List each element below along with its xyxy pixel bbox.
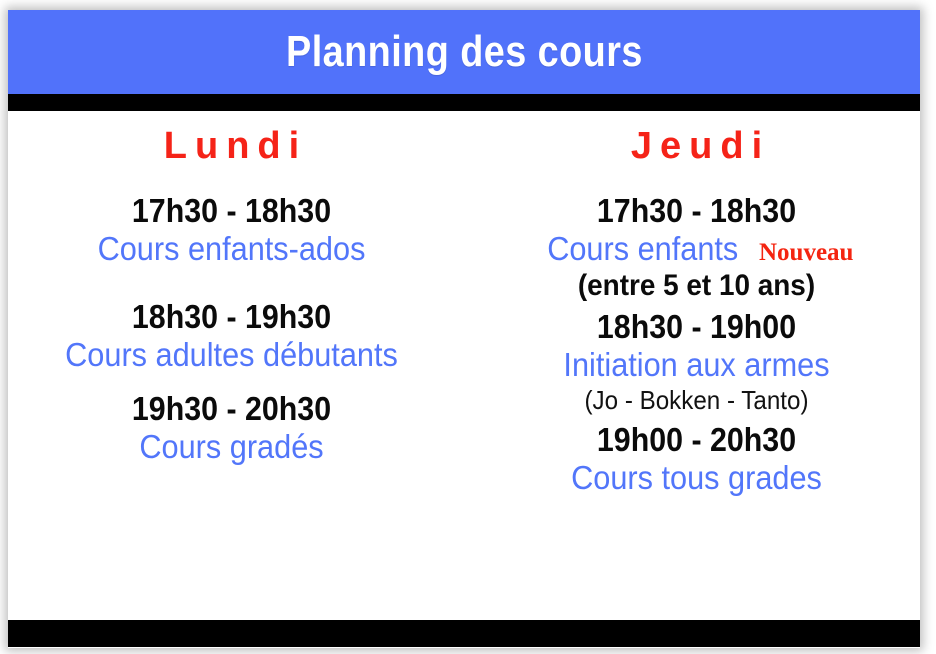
- class-slot: 18h30 - 19h30 Cours adultes débutants: [8, 297, 455, 375]
- class-slot: 19h30 - 20h30 Cours gradés: [8, 389, 455, 467]
- class-slot: 18h30 - 19h00 Initiation aux armes (Jo -…: [473, 308, 920, 416]
- slot-time: 19h30 - 20h30: [131, 389, 332, 427]
- day-column-jeudi: Jeudi 17h30 - 18h30 Cours enfants Nouvea…: [471, 111, 920, 620]
- schedule-columns: Lundi 17h30 - 18h30 Cours enfants-ados 1…: [8, 111, 920, 620]
- class-slot: 17h30 - 18h30 Cours enfants-ados: [8, 192, 455, 269]
- slot-time: 18h30 - 19h30: [131, 297, 332, 335]
- slot-label: Cours adultes débutants: [65, 335, 398, 373]
- spacer: [8, 269, 455, 299]
- day-heading-jeudi: Jeudi: [630, 125, 771, 167]
- class-slot: 17h30 - 18h30 Cours enfants Nouveau (ent…: [473, 192, 920, 303]
- page-title: Planning des cours: [285, 27, 643, 76]
- day-column-lundi: Lundi 17h30 - 18h30 Cours enfants-ados 1…: [8, 111, 471, 620]
- day-heading-lundi: Lundi: [163, 125, 308, 167]
- slot-label-row: Cours enfants Nouveau: [473, 230, 920, 269]
- footer-divider-rule: [8, 620, 920, 647]
- slot-detail-note: (Jo - Bokken - Tanto): [584, 385, 809, 416]
- slot-time: 17h30 - 18h30: [596, 192, 797, 229]
- slot-time: 17h30 - 18h30: [131, 192, 332, 229]
- class-slot: 19h00 - 20h30 Cours tous grades: [473, 422, 920, 498]
- slot-label: Cours enfants: [546, 229, 738, 267]
- slot-age-note: (entre 5 et 10 ans): [577, 268, 816, 302]
- slot-label: Cours tous grades: [571, 459, 822, 497]
- slot-label: Cours enfants-ados: [97, 229, 366, 267]
- slot-label: Initiation aux armes: [563, 346, 830, 384]
- spacer: [8, 375, 455, 391]
- slot-time: 18h30 - 19h00: [596, 308, 797, 346]
- slot-label: Cours gradés: [139, 427, 324, 465]
- slot-time: 19h00 - 20h30: [596, 421, 797, 459]
- poster-card: Planning des cours Lundi 17h30 - 18h30 C…: [8, 10, 920, 648]
- header-divider-rule: [8, 94, 920, 111]
- status-badge-nouveau: Nouveau: [758, 238, 854, 266]
- poster-header-banner: Planning des cours: [8, 10, 920, 94]
